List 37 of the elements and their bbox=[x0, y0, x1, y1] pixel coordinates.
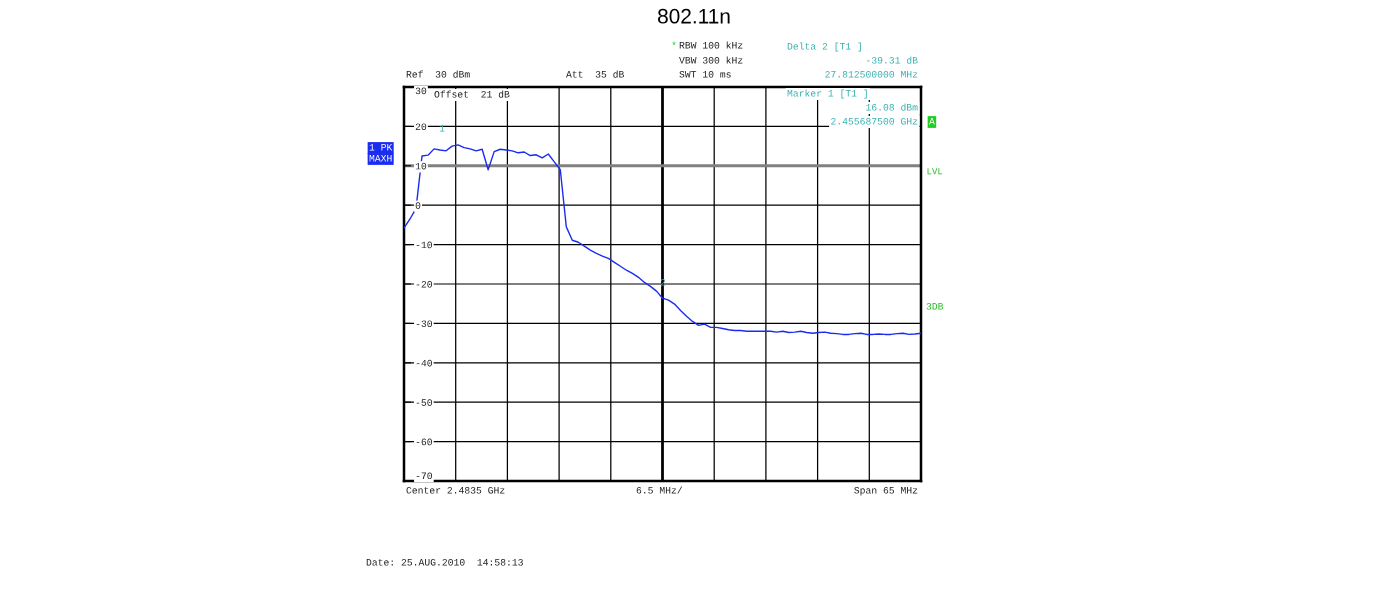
text: SWT 10 ms bbox=[679, 71, 731, 78]
annotation: 16.08 dBm bbox=[866, 103, 918, 111]
text: Ref 30 dBm bbox=[406, 70, 470, 78]
text: 27.812500000 MHz bbox=[825, 71, 918, 78]
text: Center 2.4835 GHz bbox=[406, 487, 505, 494]
text: Att 35 dB bbox=[566, 70, 624, 78]
text: MAXH bbox=[369, 155, 392, 162]
y-tick-label: 20 bbox=[415, 123, 427, 131]
text: * bbox=[672, 41, 676, 45]
text: Delta 2 [T1 ] bbox=[787, 42, 861, 52]
text: 3DB bbox=[926, 303, 944, 310]
annotation: 2.455687500 GHz bbox=[831, 118, 918, 125]
line-series bbox=[404, 144, 921, 336]
text: RBW 100 kHz bbox=[679, 41, 743, 49]
y-tick-label: -20 bbox=[416, 281, 433, 288]
chart-title: 802.11n bbox=[658, 8, 730, 24]
text: Span 65 MHz bbox=[854, 487, 918, 496]
y-tick-label: -50 bbox=[416, 399, 433, 406]
y-tick-label: 30 bbox=[415, 87, 427, 95]
ref-line-label: LVL bbox=[927, 168, 943, 175]
text: A bbox=[929, 118, 935, 125]
y-tick-label: -30 bbox=[416, 320, 433, 328]
annotation: Marker 1 [T1 ] bbox=[787, 89, 867, 99]
text: Date: 25.AUG.2010 14:58:13 bbox=[366, 559, 523, 566]
annotation: 1 bbox=[439, 125, 445, 132]
y-tick-label: -40 bbox=[416, 359, 433, 367]
annotation: 2 bbox=[660, 279, 666, 286]
y-tick-label: -10 bbox=[416, 241, 433, 249]
y-tick-label: 0 bbox=[415, 202, 421, 209]
text: 1 PK bbox=[369, 144, 393, 151]
y-tick-label: 10 bbox=[415, 162, 427, 170]
y-tick-label: -70 bbox=[416, 472, 433, 480]
text: -39.31 dB bbox=[867, 56, 918, 64]
y-tick-label: -60 bbox=[416, 438, 433, 446]
text: VBW 300 kHz bbox=[679, 56, 743, 64]
annotation: Offset 21 dB bbox=[434, 90, 510, 98]
text: 6.5 MHz/ bbox=[636, 486, 683, 494]
